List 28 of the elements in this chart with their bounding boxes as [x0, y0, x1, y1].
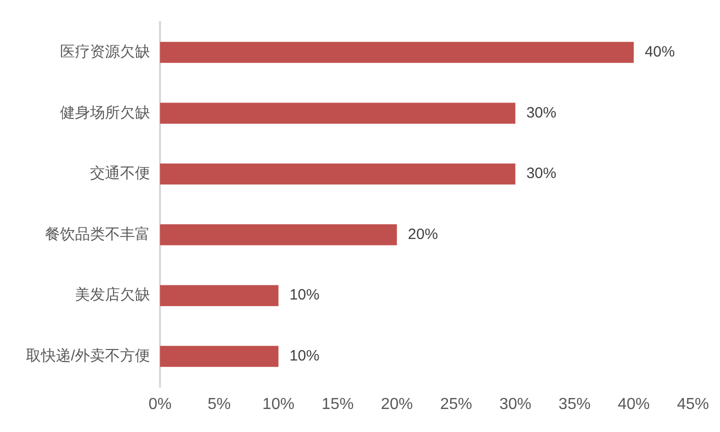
y-tick-label: 餐饮品类不丰富 [45, 226, 150, 243]
x-tick-label: 20% [380, 396, 413, 413]
bar [160, 285, 278, 306]
x-tick-label: 0% [148, 396, 172, 413]
x-tick-label: 30% [499, 396, 532, 413]
y-tick-label: 医疗资源欠缺 [60, 44, 150, 61]
y-tick-label: 美发店欠缺 [75, 286, 150, 304]
y-tick-label: 交通不便 [90, 165, 150, 182]
x-tick-label: 5% [208, 396, 231, 413]
x-tick-label: 15% [322, 396, 354, 413]
bar [160, 102, 516, 124]
data-label: 40% [644, 44, 675, 61]
data-label: 10% [289, 286, 320, 304]
y-tick-label: 取快递/外卖不方便 [26, 348, 150, 365]
bar [160, 164, 516, 184]
data-label: 20% [408, 226, 438, 243]
x-tick-label: 40% [618, 396, 650, 413]
y-tick-label: 健身场所欠缺 [60, 104, 150, 122]
bar [160, 224, 397, 246]
x-tick-label: 35% [558, 396, 591, 413]
bar [160, 346, 278, 367]
bar [160, 42, 634, 63]
data-label: 30% [526, 104, 556, 122]
x-tick-label: 10% [262, 396, 294, 413]
data-label: 10% [289, 348, 320, 365]
x-tick-label: 25% [440, 396, 472, 413]
x-tick-label: 45% [676, 396, 710, 413]
data-label: 30% [526, 165, 556, 182]
